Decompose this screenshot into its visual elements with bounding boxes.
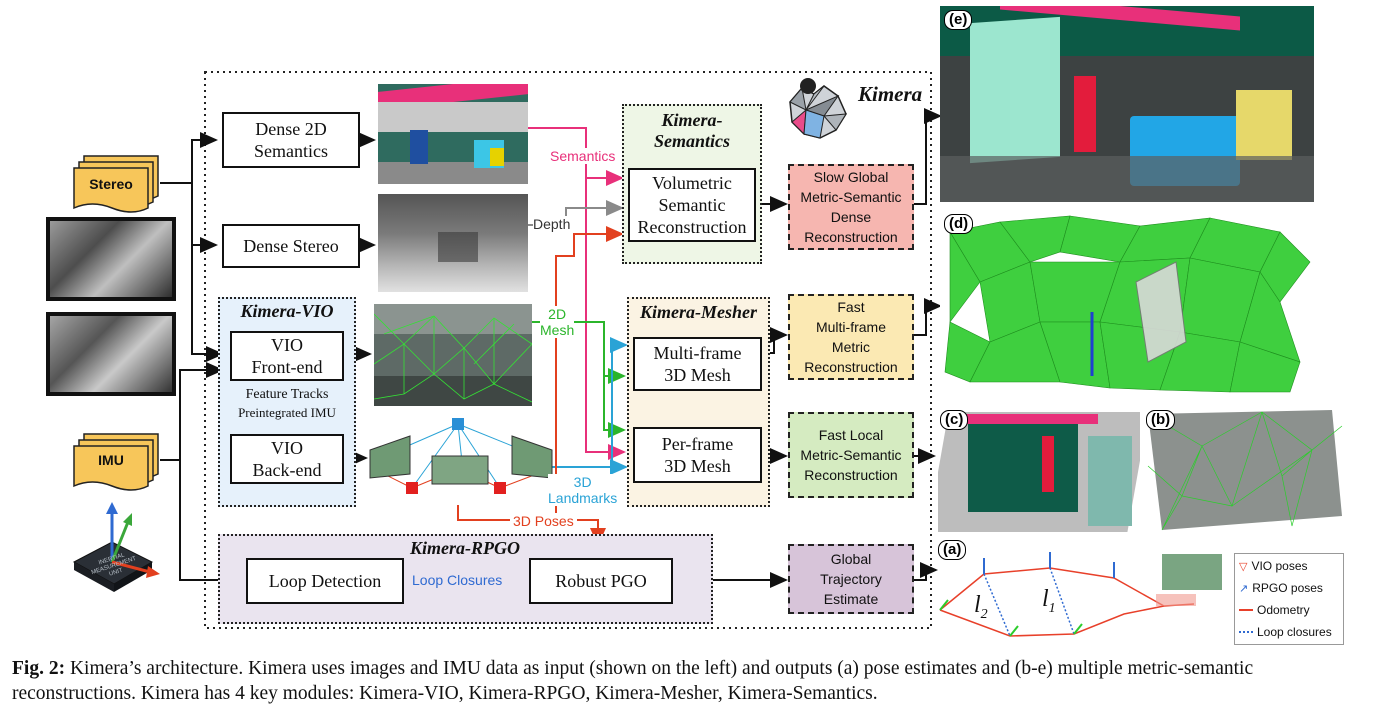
kimera-logo-icon — [789, 78, 847, 139]
legend-odometry: Odometry — [1257, 603, 1310, 617]
stereo-input — [73, 155, 159, 213]
depth-edge-label: Depth — [533, 216, 571, 232]
stereo-label: Stereo — [89, 176, 133, 192]
kimera-semantics-title: Kimera- Semantics — [653, 110, 730, 151]
result-panel-a-trajectory — [939, 552, 1222, 637]
panel-tag-a: (a) — [938, 540, 967, 560]
vio-front-end-box: VIO Front-end — [230, 331, 344, 381]
per-frame-mesh-box: Per-frame 3D Mesh — [633, 427, 762, 483]
odometry-legend-icon — [1239, 609, 1253, 611]
panel-tag-c: (c) — [940, 410, 969, 430]
loop-detection-box: Loop Detection — [246, 558, 404, 604]
loop-label-l1: l1 — [1042, 586, 1056, 616]
fast-multi-frame-reconstruction-output: Fast Multi-frame Metric Reconstruction — [788, 294, 914, 380]
loop-closures-edge-label: Loop Closures — [412, 572, 503, 588]
depth-image — [378, 194, 528, 292]
rpgo-poses-legend-icon: ↗ — [1239, 582, 1249, 595]
volumetric-reconstruction-box: Volumetric Semantic Reconstruction — [628, 168, 756, 242]
loop-label-l2: l2 — [974, 592, 988, 622]
imu-chip-icon — [72, 502, 160, 592]
imu-label: IMU — [98, 452, 124, 468]
panel-tag-e: (e) — [944, 10, 973, 30]
panel-tag-d: (d) — [944, 214, 974, 234]
legend-vio-poses: VIO poses — [1251, 559, 1308, 573]
panel-tag-b: (b) — [1146, 410, 1176, 430]
back-end-factor-graph — [369, 418, 553, 494]
kimera-rpgo-title: Kimera-RPGO — [410, 538, 520, 558]
robust-pgo-box: Robust PGO — [529, 558, 673, 604]
stereo-image-right — [46, 312, 176, 396]
3d-poses-edge-label: 3D Poses — [510, 513, 577, 529]
loop-closures-legend-icon — [1239, 631, 1253, 633]
kimera-title: Kimera — [858, 82, 923, 106]
vio-back-end-box: VIO Back-end — [230, 434, 344, 484]
semantics-edge-label: Semantics — [550, 148, 616, 164]
kimera-vio-title: Kimera-VIO — [240, 301, 334, 321]
stereo-image-left — [46, 217, 176, 301]
legend-rpgo-poses: RPGO poses — [1252, 581, 1323, 595]
global-trajectory-output: Global Trajectory Estimate — [788, 544, 914, 614]
vio-poses-legend-icon: ▽ — [1239, 560, 1248, 573]
feature-tracks-label: Feature Tracks — [245, 387, 329, 402]
3d-landmarks-edge-label: 3D Landmarks — [548, 474, 618, 506]
multi-frame-mesh-box: Multi-frame 3D Mesh — [633, 337, 762, 391]
fast-local-reconstruction-output: Fast Local Metric-Semantic Reconstructio… — [788, 412, 914, 498]
result-panel-b — [1142, 406, 1346, 534]
caption-label: Fig. 2: — [12, 658, 66, 679]
2d-mesh-edge-label: 2D Mesh — [540, 306, 575, 338]
preintegrated-imu-label: Preintegrated IMU — [238, 405, 336, 420]
result-panel-e — [940, 6, 1314, 202]
trajectory-legend: ▽ VIO poses ↗ RPGO poses Odometry Loop clo… — [1234, 553, 1344, 645]
caption-text: Kimera’s architecture. Kimera uses image… — [12, 658, 1254, 704]
legend-loop-closures: Loop closures — [1257, 625, 1332, 639]
slow-global-reconstruction-output: Slow Global Metric-Semantic Dense Recons… — [788, 164, 914, 250]
2d-mesh-image — [374, 304, 532, 406]
result-panel-d — [940, 212, 1314, 396]
dense-2d-semantics-box: Dense 2D Semantics — [222, 112, 360, 168]
semantic-segmentation-image — [378, 84, 528, 184]
figure-caption: Fig. 2: Kimera’s architecture. Kimera us… — [12, 656, 1367, 706]
result-panel-c — [938, 406, 1140, 534]
dense-stereo-box: Dense Stereo — [222, 224, 360, 268]
kimera-mesher-title: Kimera-Mesher — [640, 302, 757, 322]
imu-input — [73, 433, 159, 491]
